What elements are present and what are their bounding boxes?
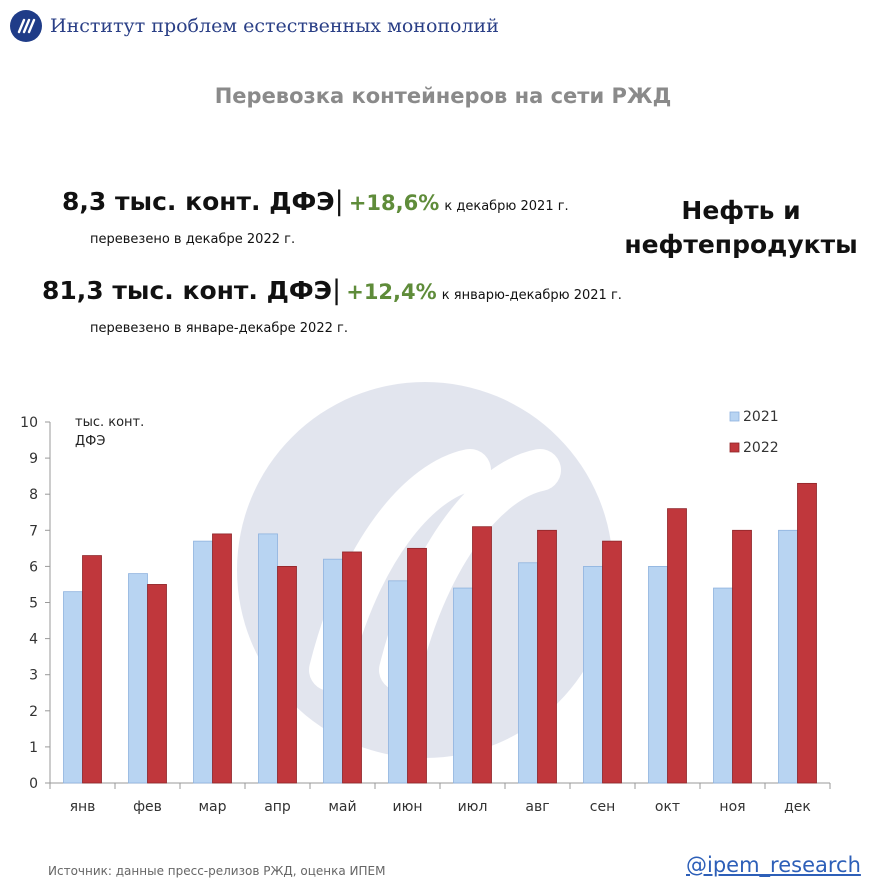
stat-december: 8,3 тыс. конт. ДФЭ| +18,6% к декабрю 202… xyxy=(62,186,569,217)
stat-value: 81,3 тыс. конт. ДФЭ xyxy=(42,276,333,305)
y-tick-label: 2 xyxy=(29,704,38,720)
x-tick-label: окт xyxy=(655,799,680,815)
stat-sub-december: перевезено в декабре 2022 г. xyxy=(90,232,296,247)
bar-2021-авг xyxy=(518,562,538,784)
bar-2021-мар xyxy=(193,540,213,784)
x-tick-label: июн xyxy=(392,799,422,815)
stat-sub-year: перевезено в январе-декабре 2022 г. xyxy=(90,321,348,336)
y-tick-label: 5 xyxy=(29,596,38,612)
bar-2021-июл xyxy=(453,587,473,784)
stat-change: +12,4% xyxy=(346,280,437,304)
bar-2021-июн xyxy=(388,580,408,784)
legend-swatch-2021 xyxy=(729,411,740,422)
source-note: Источник: данные пресс-релизов РЖД, оцен… xyxy=(48,864,386,878)
cargo-category-line2: нефтепродукты xyxy=(624,230,858,259)
bar-2022-май xyxy=(342,551,362,784)
bar-2021-янв xyxy=(63,591,83,784)
x-tick-label: дек xyxy=(784,799,811,815)
bar-2021-сен xyxy=(583,565,603,784)
bar-2022-апр xyxy=(277,565,297,784)
bar-2022-июл xyxy=(472,526,492,784)
y-tick-label: 0 xyxy=(29,776,38,792)
bar-2022-авг xyxy=(537,529,557,784)
unit-label: ДФЭ xyxy=(75,434,105,449)
stat-separator: | xyxy=(332,275,342,306)
bar-2021-ноя xyxy=(713,587,733,784)
stat-comparison: к декабрю 2021 г. xyxy=(444,199,569,214)
bar-2021-апр xyxy=(258,533,278,784)
bar-2022-ноя xyxy=(732,529,752,784)
bar-2021-окт xyxy=(648,565,668,784)
bar-2022-фев xyxy=(147,584,167,784)
x-tick-label: июл xyxy=(458,799,488,815)
x-tick-label: сен xyxy=(590,799,615,815)
stat-year: 81,3 тыс. конт. ДФЭ| +12,4% к январю-дек… xyxy=(42,275,622,306)
x-tick-label: ноя xyxy=(719,799,745,815)
y-tick-label: 6 xyxy=(29,559,38,575)
bar-2021-фев xyxy=(128,573,148,784)
y-tick-label: 7 xyxy=(29,523,38,539)
bar-2021-май xyxy=(323,558,343,784)
organization-name: Институт проблем естественных монополий xyxy=(50,15,499,37)
x-tick-label: мар xyxy=(198,799,226,815)
x-tick-label: май xyxy=(328,799,356,815)
bar-2022-окт xyxy=(667,508,687,784)
x-tick-label: фев xyxy=(133,799,162,815)
cargo-category-line1: Нефть и xyxy=(681,196,801,225)
stat-comparison: к январю-декабрю 2021 г. xyxy=(441,288,622,303)
bar-2022-дек xyxy=(797,482,817,784)
legend-swatch-2022 xyxy=(729,442,740,453)
page-title: Перевозка контейнеров на сети РЖД xyxy=(214,84,672,108)
y-tick-label: 9 xyxy=(29,451,38,467)
bar-2022-янв xyxy=(82,555,102,784)
social-handle-link[interactable]: @ipem_research xyxy=(686,853,861,877)
stat-change: +18,6% xyxy=(348,191,440,215)
y-tick-label: 1 xyxy=(29,740,38,756)
y-tick-label: 4 xyxy=(29,632,38,648)
x-tick-label: янв xyxy=(70,799,96,815)
y-tick-label: 8 xyxy=(29,487,38,503)
y-tick-label: 10 xyxy=(20,415,38,431)
stat-separator: | xyxy=(334,186,344,217)
x-tick-label: апр xyxy=(264,799,291,815)
x-tick-label: авг xyxy=(525,799,549,815)
bar-2022-сен xyxy=(602,540,622,784)
ipem-logo-icon xyxy=(10,10,42,42)
legend-label: 2022 xyxy=(743,440,779,456)
bar-2022-мар xyxy=(212,533,232,784)
header: Институт проблем естественных монополий xyxy=(10,8,499,44)
unit-label: тыс. конт. xyxy=(75,415,144,430)
legend-label: 2021 xyxy=(743,409,779,425)
bar-2021-дек xyxy=(778,529,798,784)
chart: 0 1 2 3 4 5 6 7 8 9 10 янв фев мар апр май июн июл авг сен о… xyxy=(20,382,831,815)
stat-value: 8,3 тыс. конт. ДФЭ xyxy=(62,187,335,216)
bar-2022-июн xyxy=(407,547,427,784)
cargo-category: Нефть и нефтепродукты xyxy=(616,194,866,262)
y-tick-label: 3 xyxy=(29,668,38,684)
